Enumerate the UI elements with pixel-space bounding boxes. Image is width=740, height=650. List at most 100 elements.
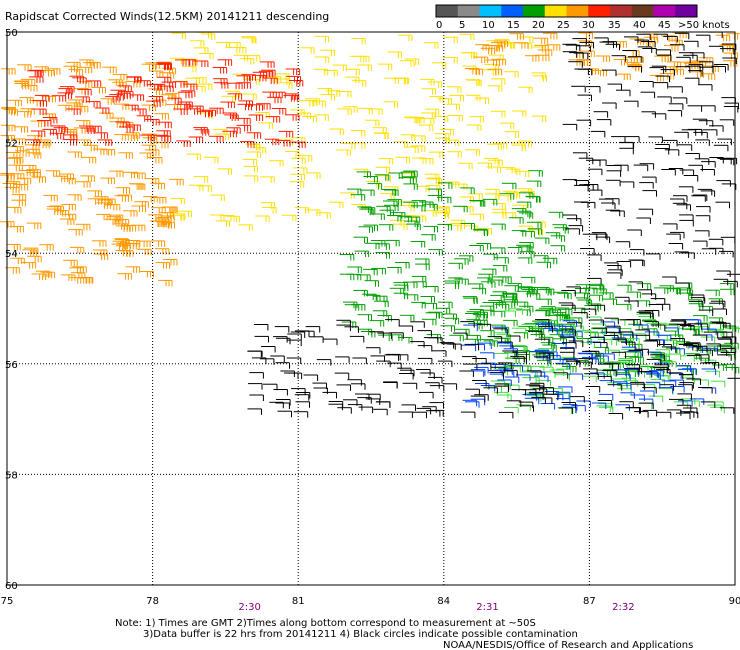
wind-barb — [530, 371, 546, 379]
wind-barb — [535, 319, 550, 326]
wind-barb — [520, 251, 535, 258]
wind-barb — [11, 194, 27, 201]
wind-barb — [193, 127, 208, 134]
wind-barb — [403, 201, 418, 209]
wind-barb — [178, 101, 193, 108]
wind-barb — [26, 222, 42, 230]
wind-barb — [105, 204, 121, 211]
wind-barb — [239, 58, 255, 65]
wind-barb — [466, 94, 481, 102]
wind-barb — [630, 383, 646, 391]
wind-barb — [424, 108, 440, 116]
wind-barb — [233, 54, 249, 62]
wind-barb — [201, 109, 216, 117]
y-tick-label: 60 — [5, 581, 18, 592]
wind-barb — [320, 49, 335, 57]
wind-barb — [6, 206, 22, 214]
wind-barb — [41, 95, 56, 103]
wind-barb — [158, 279, 173, 287]
wind-barb — [153, 134, 169, 142]
wind-barb — [534, 338, 550, 346]
wind-barb — [598, 198, 614, 206]
wind-barb — [661, 346, 677, 353]
wind-barb — [314, 56, 330, 63]
wind-barb — [416, 407, 432, 415]
wind-barb — [504, 71, 519, 78]
wind-barb — [636, 217, 651, 224]
wind-barb — [314, 114, 329, 121]
wind-barb — [403, 281, 418, 289]
wind-barb — [534, 54, 550, 62]
wind-barb — [710, 300, 726, 308]
wind-barb — [531, 396, 546, 404]
wind-barb — [702, 129, 718, 136]
wind-barb — [355, 393, 370, 400]
wind-barb — [39, 244, 54, 251]
wind-barb — [405, 117, 420, 124]
wind-barb — [562, 214, 578, 221]
wind-barb — [366, 347, 381, 354]
wind-barb — [100, 149, 116, 156]
wind-barb — [568, 373, 584, 380]
wind-barb — [565, 360, 581, 368]
wind-barb — [701, 368, 717, 375]
wind-barb — [561, 329, 576, 336]
wind-barb — [182, 65, 197, 73]
wind-barb — [628, 281, 643, 288]
wind-barb — [217, 168, 232, 175]
wind-barb — [622, 334, 638, 342]
wind-barb — [625, 369, 640, 376]
wind-barb — [562, 123, 578, 131]
wind-barb — [642, 409, 658, 417]
wind-barb — [404, 58, 420, 65]
wind-barb — [651, 113, 667, 120]
wind-barb — [642, 48, 657, 55]
wind-barb — [350, 130, 366, 137]
wind-barb — [606, 272, 622, 279]
wind-barb — [443, 57, 458, 64]
wind-barb — [248, 350, 263, 358]
wind-barb — [555, 391, 571, 399]
wind-barb — [422, 406, 437, 413]
wind-barb — [727, 377, 740, 379]
legend-label: 0 — [436, 20, 442, 31]
wind-barb — [701, 248, 717, 255]
wind-barb — [678, 400, 693, 407]
wind-barb — [114, 134, 129, 141]
wind-barb — [197, 83, 213, 91]
wind-barb — [511, 110, 527, 117]
y-tick-label: 52 — [5, 139, 18, 150]
wind-barb — [357, 314, 372, 321]
wind-barb — [504, 376, 520, 383]
wind-barb — [124, 104, 139, 112]
wind-barb — [399, 314, 415, 322]
wind-barb — [637, 371, 653, 378]
wind-barb — [226, 127, 241, 134]
wind-barb — [363, 268, 378, 276]
wind-barb — [269, 160, 284, 167]
wind-barb — [217, 59, 233, 66]
wind-barb — [582, 356, 597, 364]
wind-barb — [199, 53, 214, 60]
wind-barb — [693, 315, 708, 322]
wind-barb — [277, 410, 292, 418]
wind-barb — [344, 304, 360, 311]
wind-barb — [698, 387, 713, 394]
wind-barb — [572, 38, 587, 45]
wind-barb — [150, 83, 166, 91]
wind-barb — [420, 296, 435, 303]
wind-barb — [340, 142, 356, 150]
wind-barb — [322, 391, 337, 399]
wind-barb — [653, 33, 669, 41]
wind-barb — [102, 66, 117, 74]
wind-barb — [254, 335, 269, 343]
wind-barb — [200, 33, 216, 40]
wind-barb — [87, 190, 102, 197]
wind-barb — [512, 351, 527, 359]
legend-swatch — [631, 5, 654, 17]
wind-barb — [511, 345, 526, 352]
wind-barb — [51, 95, 67, 102]
wind-barb — [383, 382, 398, 389]
wind-barb — [69, 246, 85, 254]
wind-barb — [722, 57, 737, 64]
